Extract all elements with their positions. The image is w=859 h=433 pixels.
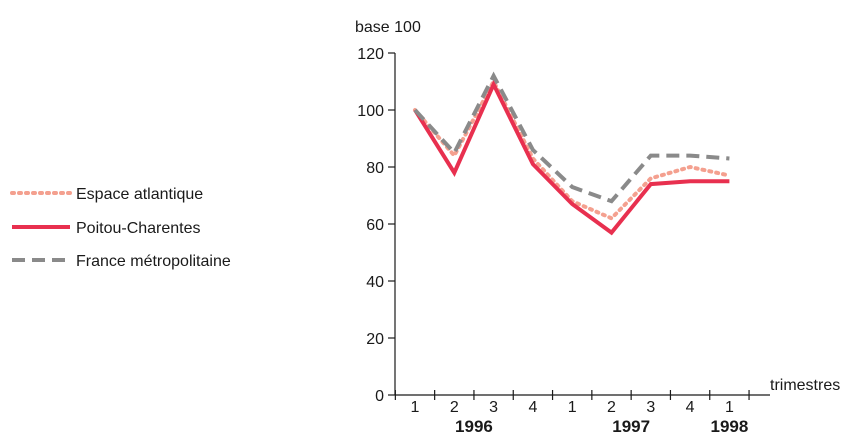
chart-legend: Espace atlantique Poitou-Charentes France … xyxy=(10,186,231,270)
y-tick-label: 20 xyxy=(366,331,384,348)
y-tick-label: 80 xyxy=(366,160,384,177)
year-label: 1996 xyxy=(455,417,493,433)
legend-label: France métropolitaine xyxy=(76,253,231,270)
x-tick-label: 3 xyxy=(489,399,498,416)
series-line-3 xyxy=(413,71,730,204)
y-axis-label: base 100 xyxy=(355,19,421,36)
x-tick-label: 3 xyxy=(646,399,655,416)
y-tick-label: 0 xyxy=(375,388,384,405)
year-label: 1998 xyxy=(710,417,748,433)
series-line-2 xyxy=(413,79,730,236)
x-tick-label: 4 xyxy=(686,399,695,416)
y-tick-label: 40 xyxy=(366,274,384,291)
x-axis-label: trimestres xyxy=(770,377,840,394)
x-tick-label: 1 xyxy=(568,399,577,416)
y-tick-label: 120 xyxy=(357,46,384,63)
series-line-1 xyxy=(413,77,732,221)
year-label: 1997 xyxy=(612,417,650,433)
x-tick-label: 2 xyxy=(607,399,616,416)
x-tick-label: 4 xyxy=(528,399,537,416)
x-tick-label: 2 xyxy=(450,399,459,416)
y-tick-label: 100 xyxy=(357,103,384,120)
x-tick-label: 1 xyxy=(725,399,734,416)
chart-series xyxy=(413,71,732,236)
legend-label: Poitou-Charentes xyxy=(76,220,201,237)
x-tick-label: 1 xyxy=(411,399,420,416)
y-tick-label: 60 xyxy=(366,217,384,234)
legend-label: Espace atlantique xyxy=(76,186,203,203)
